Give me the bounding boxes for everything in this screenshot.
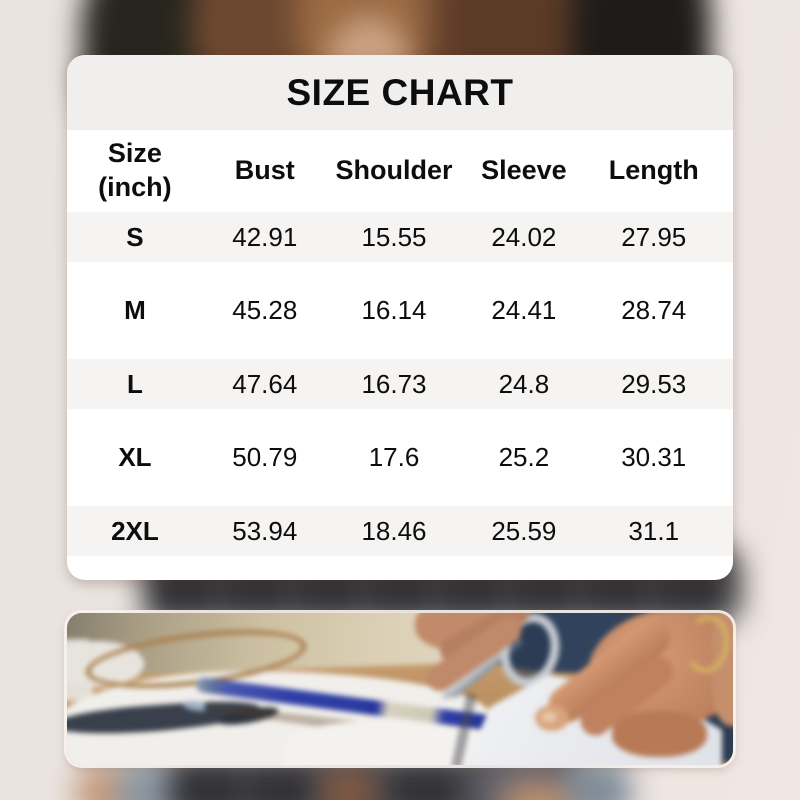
column-header-sleeve: Sleeve: [481, 155, 567, 186]
bust-cell: 45.28: [232, 295, 298, 326]
sleeve-cell: 24.41: [491, 295, 557, 326]
shoulder-cell: 15.55: [361, 221, 427, 252]
table-row-l: L 47.64 16.73 24.8 29.53: [67, 359, 733, 433]
column-header-length: Length: [608, 155, 699, 186]
size-cell: 2XL: [111, 515, 159, 546]
shoulder-cell: 17.6: [368, 442, 420, 473]
size-chart-title: SIZE CHART: [67, 55, 733, 130]
size-header-line1: Size: [107, 138, 162, 169]
bust-cell: 53.94: [232, 515, 298, 546]
bust-cell: 42.91: [232, 221, 298, 252]
length-cell: 29.53: [621, 368, 687, 399]
size-cell: L: [126, 368, 143, 399]
sleeve-cell: 25.2: [498, 442, 550, 473]
table-row-2xl: 2XL 53.94 18.46 25.59 31.1: [67, 506, 733, 580]
length-cell: 31.1: [628, 515, 680, 546]
size-cell: M: [124, 295, 146, 326]
table-header-row: Size (inch) Bust Shoulder Sleeve Length: [67, 130, 733, 212]
table-row-xl: XL 50.79 17.6 25.2 30.31: [67, 433, 733, 507]
bust-cell: 50.79: [232, 442, 298, 473]
length-cell: 30.31: [621, 442, 687, 473]
sleeve-cell: 25.59: [491, 515, 557, 546]
sewing-photo-scene: [67, 613, 733, 765]
length-cell: 27.95: [621, 221, 687, 252]
sewing-photo: [67, 613, 733, 765]
column-header-size: Size (inch): [67, 137, 203, 205]
size-cell: S: [126, 221, 144, 252]
column-header-shoulder: Shoulder: [335, 155, 453, 186]
bust-cell: 47.64: [232, 368, 298, 399]
shoulder-cell: 16.14: [361, 295, 427, 326]
size-chart-card: SIZE CHART Size (inch) Bust Shoulder Sle…: [67, 55, 733, 580]
photo-fingernail: [541, 711, 557, 723]
bg-hand-bottom: [318, 770, 380, 800]
size-header-line2: (inch): [98, 172, 172, 202]
photo-right-wrist: [712, 613, 733, 726]
photo-curled-fingers: [612, 711, 707, 757]
table-row-m: M 45.28 16.14 24.41 28.74: [67, 286, 733, 360]
shoulder-cell: 16.73: [361, 368, 427, 399]
column-header-bust: Bust: [234, 155, 295, 186]
bg-sleeve-right: [560, 760, 632, 800]
sleeve-cell: 24.8: [498, 368, 550, 399]
length-cell: 28.74: [621, 295, 687, 326]
sleeve-cell: 24.02: [491, 221, 557, 252]
photo-cloth-pile: [67, 641, 144, 687]
size-cell: XL: [118, 442, 152, 473]
shoulder-cell: 18.46: [361, 515, 427, 546]
bg-hand-right: [500, 782, 572, 800]
table-row-s: S 42.91 15.55 24.02 27.95: [67, 212, 733, 286]
